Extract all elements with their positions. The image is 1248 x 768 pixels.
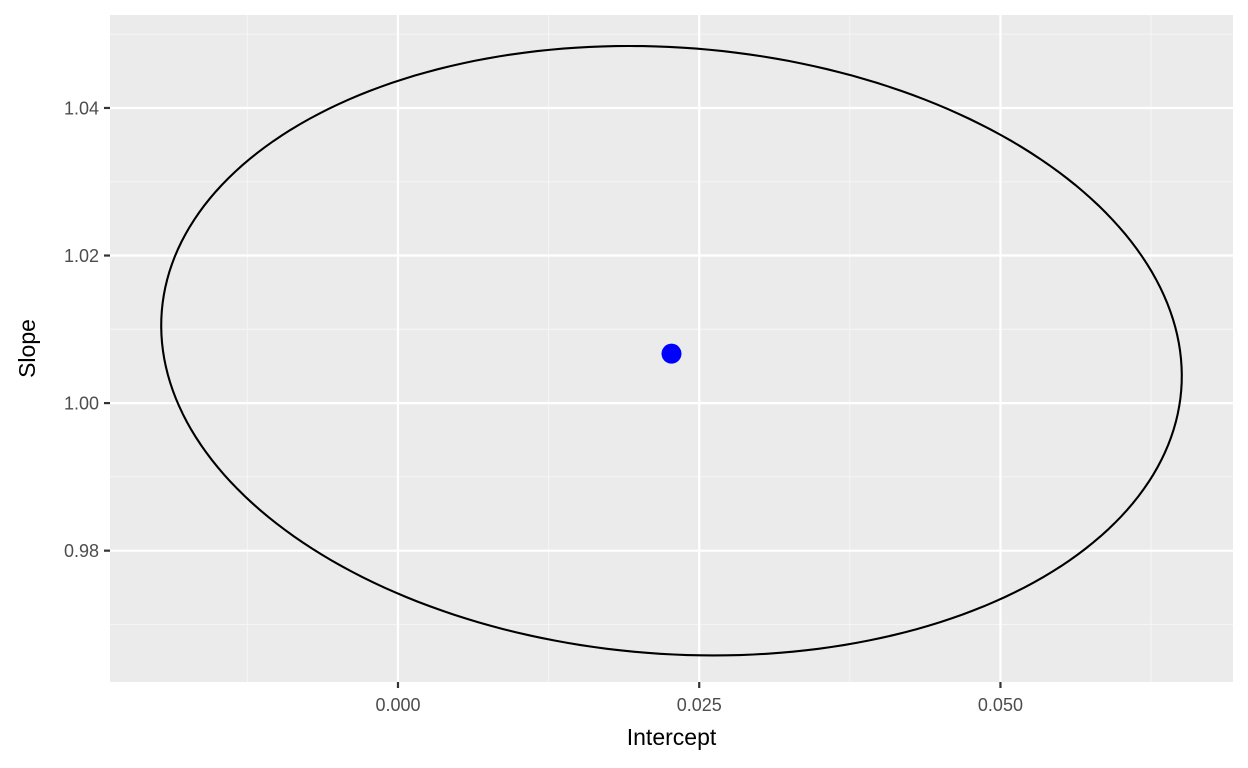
minor-gridlines [110, 15, 1233, 682]
y-tick-label: 1.02 [64, 246, 99, 266]
x-axis-title: Intercept [627, 724, 717, 750]
y-tick-label: 1.00 [64, 394, 99, 414]
y-axis-ticks: 0.98 1.00 1.02 1.04 [64, 98, 110, 561]
major-gridlines [110, 15, 1233, 682]
x-tick-label: 0.000 [375, 695, 420, 715]
confidence-ellipse [160, 44, 1183, 657]
y-tick-label: 0.98 [64, 541, 99, 561]
y-axis-title: Slope [14, 319, 40, 378]
x-tick-label: 0.025 [677, 695, 722, 715]
y-tick-label: 1.04 [64, 98, 99, 118]
x-tick-label: 0.050 [978, 695, 1023, 715]
estimate-point [661, 343, 682, 364]
x-axis-ticks: 0.000 0.025 0.050 [375, 682, 1023, 715]
